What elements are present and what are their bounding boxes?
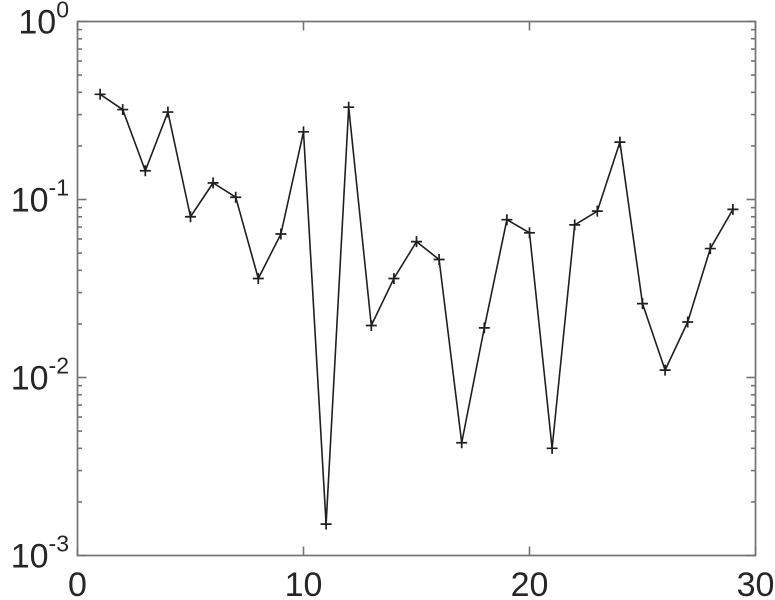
- x-tick-label: 10: [285, 566, 323, 600]
- data-point-marker: [727, 203, 739, 215]
- data-point-marker: [275, 228, 287, 240]
- data-point-marker: [343, 101, 355, 113]
- data-point-marker: [207, 177, 219, 189]
- data-point-marker: [456, 437, 468, 449]
- data-point-marker: [365, 319, 377, 331]
- x-tick-label: 20: [511, 566, 549, 600]
- data-point-marker: [682, 316, 694, 328]
- data-point-marker: [320, 518, 332, 530]
- data-point-marker: [185, 211, 196, 223]
- x-tick-label: 30: [737, 566, 775, 600]
- plot-border: [76, 20, 757, 557]
- data-point-marker: [569, 219, 581, 231]
- data-point-marker: [139, 165, 151, 177]
- y-tick-label: 100: [18, 0, 69, 42]
- data-point-marker: [411, 236, 422, 248]
- data-point-marker: [230, 191, 242, 203]
- x-tick-label: 0: [68, 566, 87, 600]
- data-point-marker: [591, 205, 603, 217]
- data-point-marker: [117, 104, 129, 116]
- data-point-marker: [501, 214, 513, 226]
- data-point-marker: [546, 442, 558, 454]
- data-point-marker: [252, 272, 264, 284]
- data-point-marker: [298, 126, 309, 138]
- y-tick-label: 10-2: [11, 353, 69, 398]
- y-tick-label: 10-3: [11, 531, 69, 576]
- data-point-marker: [659, 364, 671, 376]
- data-point-marker: [524, 227, 535, 239]
- data-point-marker: [637, 298, 648, 310]
- data-point-marker: [388, 272, 400, 284]
- data-point-marker: [478, 322, 490, 334]
- data-point-marker: [704, 243, 716, 255]
- data-point-marker: [614, 136, 626, 148]
- data-point-marker: [433, 254, 445, 266]
- data-point-marker: [94, 88, 106, 100]
- data-point-marker: [162, 106, 174, 118]
- y-tick-label: 10-1: [11, 175, 69, 220]
